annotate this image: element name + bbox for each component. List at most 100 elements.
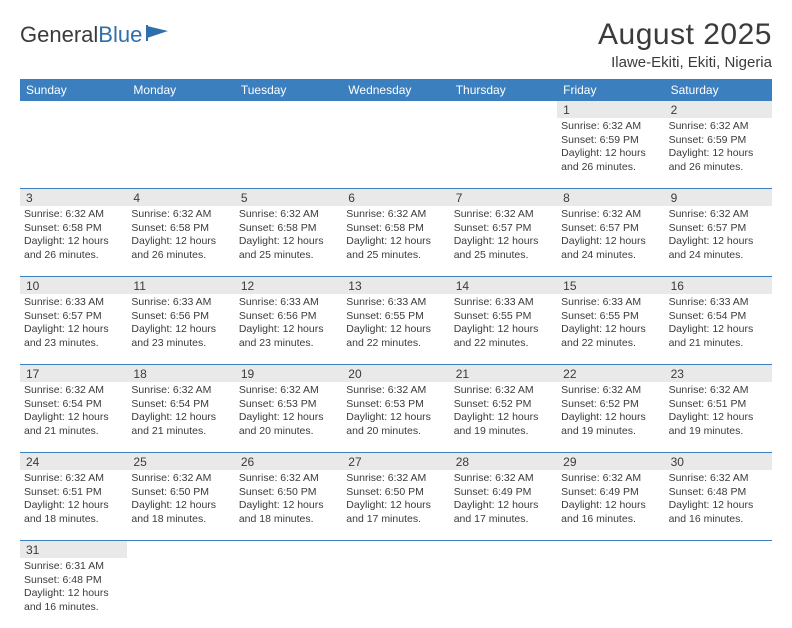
day-cell: Sunrise: 6:32 AMSunset: 6:58 PMDaylight:… [20,206,127,276]
sunset-line: Sunset: 6:52 PM [454,398,553,412]
sunset-line: Sunset: 6:50 PM [346,486,445,500]
weekday-label: Friday [557,79,664,101]
sunset-line: Sunset: 6:56 PM [131,310,230,324]
day-number: 7 [450,189,557,206]
sunset-line: Sunset: 6:59 PM [561,134,660,148]
day-cell: Sunrise: 6:32 AMSunset: 6:52 PMDaylight:… [450,382,557,452]
day-number: 29 [557,453,664,470]
sunset-line: Sunset: 6:58 PM [239,222,338,236]
day-number: 24 [20,453,127,470]
day-number: 26 [235,453,342,470]
day-cell: Sunrise: 6:32 AMSunset: 6:58 PMDaylight:… [235,206,342,276]
daylight-line: Daylight: 12 hours and 20 minutes. [239,411,338,438]
day-number: 31 [20,541,127,558]
daylight-line: Daylight: 12 hours and 16 minutes. [24,587,123,614]
logo-general: General [20,22,98,48]
sunset-line: Sunset: 6:54 PM [24,398,123,412]
sunrise-line: Sunrise: 6:32 AM [454,384,553,398]
day-cell: Sunrise: 6:32 AMSunset: 6:49 PMDaylight:… [450,470,557,540]
sunset-line: Sunset: 6:49 PM [454,486,553,500]
sunrise-line: Sunrise: 6:32 AM [669,120,768,134]
daylight-line: Daylight: 12 hours and 23 minutes. [239,323,338,350]
daylight-line: Daylight: 12 hours and 17 minutes. [346,499,445,526]
sunrise-line: Sunrise: 6:32 AM [131,384,230,398]
day-cell: Sunrise: 6:32 AMSunset: 6:52 PMDaylight:… [557,382,664,452]
daylight-line: Daylight: 12 hours and 17 minutes. [454,499,553,526]
sunset-line: Sunset: 6:58 PM [24,222,123,236]
daylight-line: Daylight: 12 hours and 23 minutes. [24,323,123,350]
daylight-line: Daylight: 12 hours and 26 minutes. [669,147,768,174]
empty-cell [450,118,557,188]
day-cell: Sunrise: 6:32 AMSunset: 6:51 PMDaylight:… [665,382,772,452]
empty-cell [20,118,127,188]
day-number: 30 [665,453,772,470]
day-number: 9 [665,189,772,206]
sunrise-line: Sunrise: 6:33 AM [24,296,123,310]
sunrise-line: Sunrise: 6:33 AM [131,296,230,310]
day-number [450,101,557,118]
daylight-line: Daylight: 12 hours and 24 minutes. [669,235,768,262]
day-number: 25 [127,453,234,470]
day-number: 17 [20,365,127,382]
daylight-line: Daylight: 12 hours and 21 minutes. [131,411,230,438]
daylight-line: Daylight: 12 hours and 21 minutes. [669,323,768,350]
day-number [342,101,449,118]
week-row: 3456789Sunrise: 6:32 AMSunset: 6:58 PMDa… [20,189,772,277]
day-cell: Sunrise: 6:32 AMSunset: 6:58 PMDaylight:… [127,206,234,276]
sunset-line: Sunset: 6:56 PM [239,310,338,324]
sunrise-line: Sunrise: 6:32 AM [131,472,230,486]
sunset-line: Sunset: 6:53 PM [346,398,445,412]
sunrise-line: Sunrise: 6:32 AM [24,384,123,398]
day-number [20,101,127,118]
sunrise-line: Sunrise: 6:33 AM [239,296,338,310]
day-number: 28 [450,453,557,470]
location-text: Ilawe-Ekiti, Ekiti, Nigeria [598,54,772,71]
sunrise-line: Sunrise: 6:32 AM [454,208,553,222]
sunrise-line: Sunrise: 6:32 AM [561,120,660,134]
sunrise-line: Sunrise: 6:33 AM [669,296,768,310]
daylight-line: Daylight: 12 hours and 18 minutes. [239,499,338,526]
flag-icon [146,24,174,47]
day-number [127,541,234,558]
week-row: 24252627282930Sunrise: 6:32 AMSunset: 6:… [20,453,772,541]
day-number: 21 [450,365,557,382]
day-number [127,101,234,118]
daylight-line: Daylight: 12 hours and 16 minutes. [669,499,768,526]
day-cell: Sunrise: 6:33 AMSunset: 6:54 PMDaylight:… [665,294,772,364]
day-number: 4 [127,189,234,206]
sunrise-line: Sunrise: 6:32 AM [454,472,553,486]
content-row: Sunrise: 6:31 AMSunset: 6:48 PMDaylight:… [20,558,772,628]
sunset-line: Sunset: 6:48 PM [669,486,768,500]
daynum-row: 24252627282930 [20,453,772,470]
daynum-row: 17181920212223 [20,365,772,382]
daylight-line: Daylight: 12 hours and 26 minutes. [131,235,230,262]
sunset-line: Sunset: 6:57 PM [454,222,553,236]
content-row: Sunrise: 6:33 AMSunset: 6:57 PMDaylight:… [20,294,772,364]
day-cell: Sunrise: 6:32 AMSunset: 6:57 PMDaylight:… [665,206,772,276]
day-number: 10 [20,277,127,294]
day-number: 27 [342,453,449,470]
sunset-line: Sunset: 6:55 PM [454,310,553,324]
content-row: Sunrise: 6:32 AMSunset: 6:59 PMDaylight:… [20,118,772,188]
week-row: 12Sunrise: 6:32 AMSunset: 6:59 PMDayligh… [20,101,772,189]
sunset-line: Sunset: 6:54 PM [131,398,230,412]
day-cell: Sunrise: 6:31 AMSunset: 6:48 PMDaylight:… [20,558,127,628]
day-cell: Sunrise: 6:32 AMSunset: 6:59 PMDaylight:… [557,118,664,188]
weekday-header: SundayMondayTuesdayWednesdayThursdayFrid… [20,79,772,101]
sunrise-line: Sunrise: 6:32 AM [24,208,123,222]
content-row: Sunrise: 6:32 AMSunset: 6:58 PMDaylight:… [20,206,772,276]
sunset-line: Sunset: 6:50 PM [131,486,230,500]
daylight-line: Daylight: 12 hours and 25 minutes. [239,235,338,262]
sunrise-line: Sunrise: 6:32 AM [346,384,445,398]
sunrise-line: Sunrise: 6:32 AM [669,472,768,486]
day-number: 20 [342,365,449,382]
empty-cell [127,118,234,188]
daylight-line: Daylight: 12 hours and 26 minutes. [24,235,123,262]
day-cell: Sunrise: 6:33 AMSunset: 6:56 PMDaylight:… [235,294,342,364]
sunrise-line: Sunrise: 6:32 AM [131,208,230,222]
day-number: 6 [342,189,449,206]
empty-cell [665,558,772,628]
sunset-line: Sunset: 6:51 PM [24,486,123,500]
day-number [235,541,342,558]
week-row: 10111213141516Sunrise: 6:33 AMSunset: 6:… [20,277,772,365]
